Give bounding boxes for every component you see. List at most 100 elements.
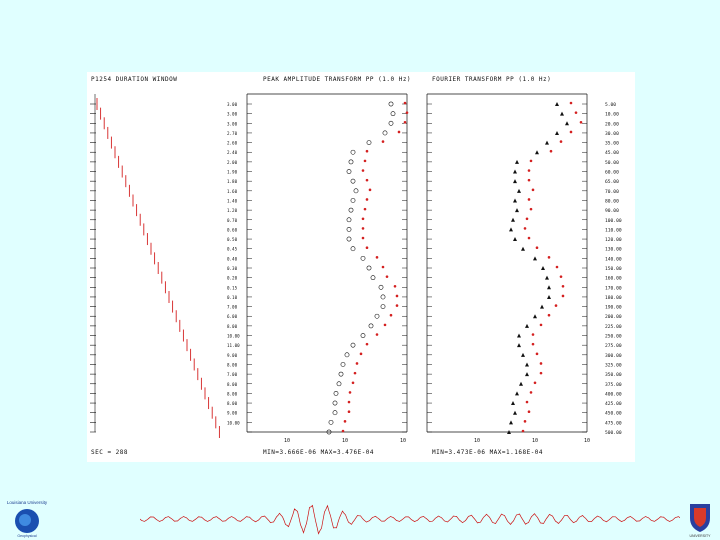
fourier-point-black: [535, 150, 539, 155]
amplitude-point-red: [355, 362, 359, 365]
fourier-point-black: [547, 294, 551, 299]
fourier-point-black: [521, 352, 525, 357]
amplitude-point-black: [332, 400, 338, 406]
amplitude-point-red: [347, 400, 351, 404]
fourier-point-black: [545, 140, 549, 145]
amplitude-point-black: [346, 227, 352, 232]
row-value-label: 10.00: [227, 334, 240, 339]
amplitude-point-black: [366, 265, 372, 271]
amplitude-point-red: [375, 256, 379, 259]
distance-label: 325.00: [605, 362, 622, 368]
amplitude-point-black: [380, 304, 386, 309]
fourier-point-black: [509, 420, 513, 425]
distance-label: 425.00: [605, 401, 622, 407]
amplitude-point-red: [389, 313, 393, 317]
amplitude-point-red: [365, 149, 369, 153]
amplitude-point-red: [363, 159, 367, 163]
amplitude-point-red: [405, 111, 409, 114]
distance-label: 30.00: [605, 131, 619, 137]
fourier-xtick-label: 10: [532, 438, 538, 444]
amplitude-point-red: [351, 381, 355, 385]
fourier-point-black: [521, 246, 525, 251]
amplitude-point-red: [393, 284, 397, 288]
fourier-point-red: [529, 159, 533, 163]
distance-label: 400.00: [605, 391, 622, 397]
fourier-point-black: [511, 401, 515, 406]
fourier-point-red: [569, 130, 573, 134]
row-value-label: 0.45: [227, 247, 238, 252]
crest-logo: UNIVERSITY: [689, 504, 711, 538]
row-value-label: 0.10: [227, 295, 238, 300]
distance-label: 475.00: [605, 420, 622, 426]
fourier-point-red: [525, 217, 529, 221]
row-value-label: 1.80: [227, 179, 238, 184]
row-value-label: 0.70: [227, 218, 238, 223]
amplitude-point-black: [340, 362, 346, 367]
distance-label: 275.00: [605, 343, 622, 349]
distance-label: 150.00: [605, 266, 622, 272]
fourier-point-black: [540, 304, 544, 309]
row-value-label: 2.60: [227, 141, 238, 146]
fourier-point-black: [513, 169, 517, 174]
fourier-point-red: [547, 256, 551, 259]
row-value-label: 0.15: [227, 285, 238, 290]
distance-label: 50.00: [605, 160, 619, 166]
fourier-point-red: [531, 342, 535, 346]
row-value-label: 0.40: [227, 256, 238, 261]
fourier-point-red: [527, 169, 531, 172]
row-value-label: 0.30: [227, 266, 238, 271]
amplitude-point-red: [365, 246, 369, 250]
fourier-point-red: [579, 120, 583, 124]
row-value-label: 8.00: [227, 391, 238, 396]
amplitude-point-black: [328, 419, 334, 425]
amplitude-xtick-label: 10: [342, 438, 348, 444]
amplitude-minmax: MIN=3.666E-06 MAX=3.476E-04: [263, 449, 375, 456]
amplitude-point-black: [332, 410, 338, 416]
fourier-point-red: [539, 362, 543, 365]
fourier-point-red: [554, 304, 558, 307]
amplitude-point-black: [350, 342, 356, 348]
distance-label: 110.00: [605, 227, 622, 233]
fourier-point-red: [555, 265, 559, 269]
amplitude-point-black: [378, 284, 384, 290]
amplitude-point-red: [343, 420, 347, 423]
fourier-point-red: [527, 236, 531, 240]
amplitude-point-black: [333, 391, 339, 396]
distance-label: 10.00: [605, 112, 619, 118]
distance-label: 65.00: [605, 179, 619, 185]
fourier-point-black: [545, 275, 549, 280]
row-value-label: 3.00: [227, 102, 238, 107]
fourier-point-red: [559, 140, 563, 143]
distance-label: 140.00: [605, 256, 622, 262]
amplitude-point-black: [350, 149, 356, 155]
row-value-label: 7.00: [227, 305, 238, 310]
fourier-point-red: [569, 101, 573, 105]
fourier-point-red: [539, 371, 543, 375]
distance-label: 350.00: [605, 372, 622, 378]
amplitude-point-red: [361, 217, 365, 221]
amplitude-point-red: [365, 178, 369, 182]
row-value-label: 0.60: [227, 227, 238, 232]
amplitude-point-black: [346, 217, 352, 223]
fourier-point-red: [531, 188, 535, 192]
row-value-label: 2.00: [227, 160, 238, 165]
amplitude-point-black: [366, 140, 372, 145]
amplitude-xtick-label: 10: [284, 438, 290, 444]
amplitude-point-black: [344, 352, 350, 358]
amplitude-point-black: [380, 294, 386, 300]
amplitude-title: PEAK AMPLITUDE TRANSFORM PP (1.0 Hz): [263, 76, 412, 83]
row-value-label: 8.00: [227, 382, 238, 387]
university-logo: Louisiana University Geophysical: [7, 500, 48, 538]
fourier-point-black: [513, 410, 517, 415]
amplitude-point-black: [370, 275, 376, 281]
seismogram-waveform: [140, 504, 680, 535]
row-value-label: 9.00: [227, 411, 238, 416]
fourier-point-black: [517, 343, 521, 348]
fourier-point-black: [515, 159, 519, 164]
distance-label: 35.00: [605, 141, 619, 147]
fourier-point-red: [535, 352, 539, 356]
amplitude-point-black: [350, 198, 356, 203]
distance-label: 100.00: [605, 218, 622, 224]
distance-label: 130.00: [605, 247, 622, 253]
row-value-label: 8.00: [227, 362, 238, 367]
